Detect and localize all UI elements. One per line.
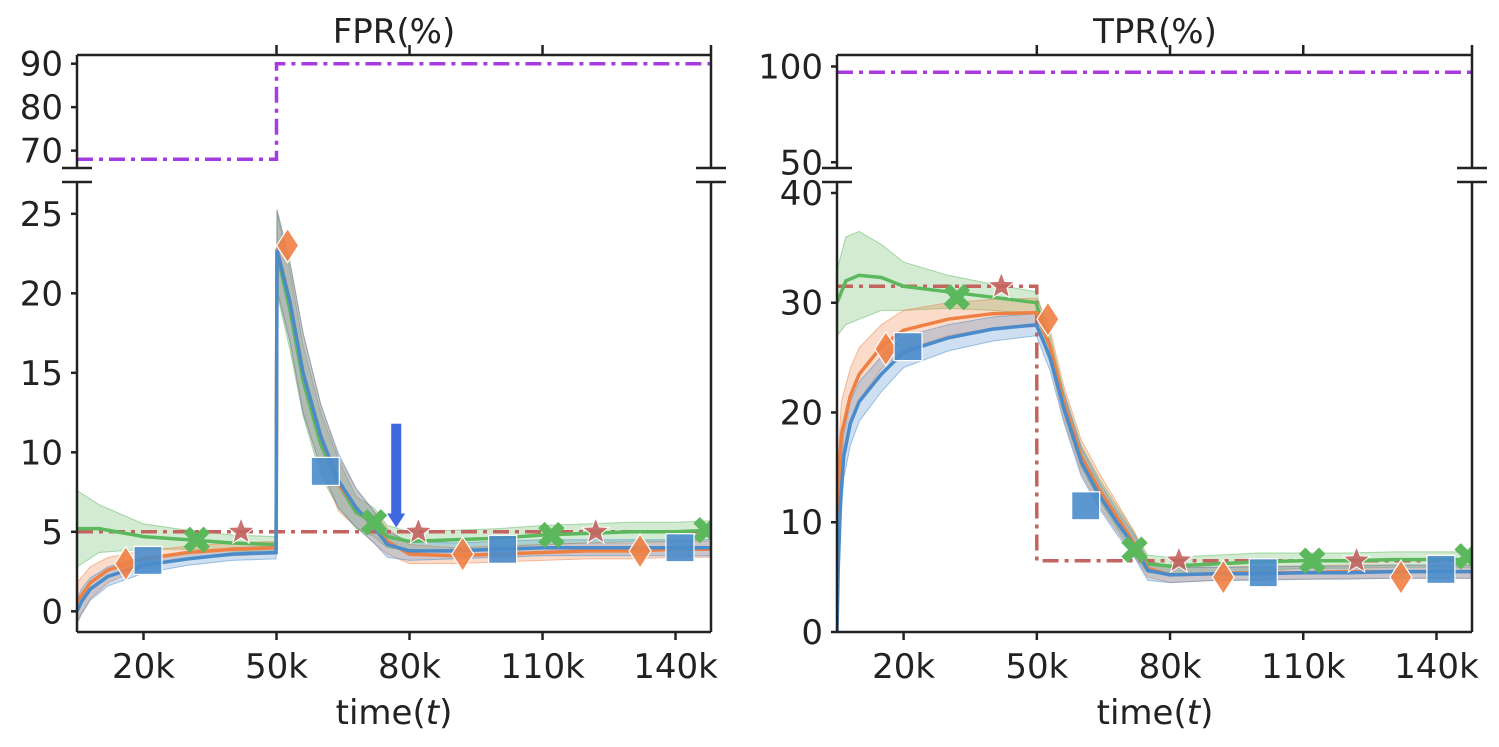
lower-blue-line [837, 322, 1472, 632]
lower-orange-marker [451, 535, 475, 573]
annotation-arrow [387, 423, 406, 528]
lower-reference-line [837, 284, 1472, 563]
lower-blue-marker [1426, 554, 1456, 585]
lower-green-marker [183, 526, 210, 553]
upper-y-tick-label: 80 [20, 88, 63, 128]
lower-blue-marker [133, 545, 163, 576]
lower-orange-marker [628, 532, 652, 570]
tpr-lower-panel [837, 230, 1472, 632]
x-tick-label: 80k [1139, 647, 1202, 687]
lower-y-tick-label: 15 [20, 354, 63, 394]
lower-green-marker [1298, 547, 1326, 574]
lower-orange-marker [275, 227, 300, 264]
x-tick-label: 140k [633, 647, 718, 687]
lower-y-tick-label: 5 [41, 513, 63, 553]
x-tick-label: 110k [1261, 647, 1346, 687]
lower-green-marker [1454, 543, 1472, 570]
lower-green-marker [693, 517, 711, 544]
upper-y-tick-label: 70 [20, 132, 63, 172]
upper-y-tick-label: 50 [780, 143, 823, 183]
lower-orange-marker [1036, 301, 1060, 338]
fpr-lower-panel [77, 208, 711, 625]
lower-blue-band [77, 210, 711, 625]
lower-green-marker [943, 284, 971, 311]
upper-y-tick-label: 100 [758, 47, 823, 87]
x-tick-label: 140k [1394, 647, 1479, 687]
lower-y-tick-label: 20 [20, 274, 63, 314]
lower-green-band [837, 230, 1472, 576]
lower-y-tick-label: 0 [801, 613, 823, 653]
lower-y-tick-label: 0 [41, 592, 63, 632]
x-tick-label: 80k [378, 647, 441, 687]
lower-reference-marker [986, 270, 1016, 299]
lower-reference-marker [403, 516, 434, 545]
x-tick-label: 20k [872, 647, 935, 687]
lower-orange-marker [114, 545, 138, 582]
lower-blue-marker [893, 332, 923, 362]
lower-y-tick-label: 10 [20, 433, 63, 473]
lower-reference-marker [581, 516, 611, 545]
lower-reference-marker [1341, 545, 1372, 574]
lower-blue-marker [1248, 558, 1278, 588]
lower-blue-marker [665, 533, 695, 563]
x-tick-label: 50k [1005, 647, 1068, 687]
tpr-axes: 20k 50k 80k 110k 140k 50 100 0 10 20 30 40 [758, 45, 1487, 687]
lower-green-marker [1121, 536, 1148, 563]
fpr-upper-panel [77, 61, 711, 162]
lower-reference-marker [1164, 545, 1194, 574]
fpr-x-axis-label: time(t) [336, 693, 453, 733]
lower-green-marker [538, 521, 565, 549]
lower-orange-marker [1211, 559, 1236, 596]
x-tick-label: 20k [112, 647, 175, 687]
lower-green-marker [360, 509, 388, 536]
upper-upper-reference-line [77, 61, 711, 162]
lower-blue-marker [310, 456, 340, 486]
lower-y-tick-label: 30 [780, 284, 823, 324]
lower-blue-marker [488, 534, 518, 564]
fpr-chart-title: FPR(%) [333, 12, 456, 52]
x-tick-label: 110k [500, 647, 585, 687]
tpr-chart-title: TPR(%) [1092, 12, 1217, 52]
tpr-chart: TPR(%) 20k 50k 80k 110k 140k 50 100 0 10 20 30 40 t… [758, 12, 1487, 733]
lower-y-tick-label: 40 [780, 174, 823, 214]
lower-blue-band [837, 313, 1472, 632]
lower-reference-marker [226, 516, 256, 545]
upper-y-tick-label: 90 [20, 45, 63, 85]
tpr-x-axis-label: time(t) [1097, 693, 1214, 733]
lower-orange-marker [1389, 559, 1413, 596]
lower-y-tick-label: 10 [780, 503, 823, 543]
lower-orange-marker [874, 330, 898, 367]
lower-blue-marker [1071, 491, 1101, 521]
lower-y-tick-label: 25 [20, 195, 63, 235]
x-tick-label: 50k [245, 647, 308, 687]
lower-y-tick-label: 20 [780, 393, 823, 433]
